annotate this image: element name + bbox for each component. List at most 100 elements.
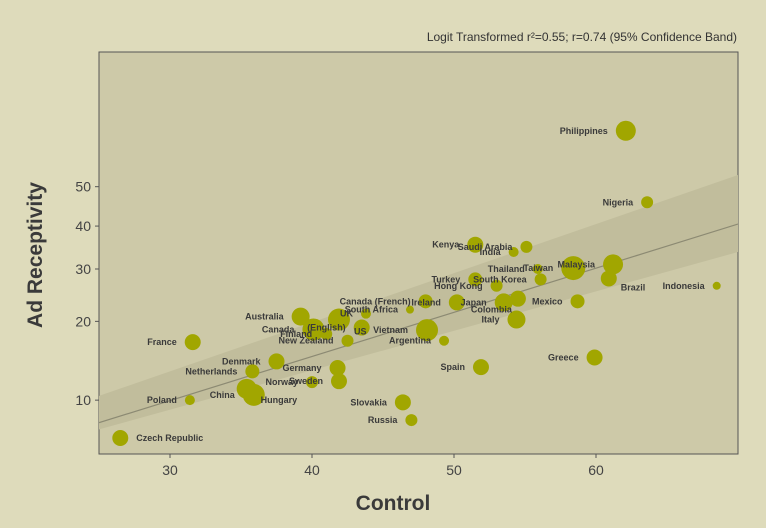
label-ireland: Ireland — [411, 297, 441, 307]
point-brazil — [600, 270, 617, 287]
point-kenya — [467, 236, 484, 253]
point-colombia — [509, 290, 526, 307]
label-turkey: Turkey — [431, 274, 460, 284]
point-poland — [184, 395, 195, 406]
label-finland: Finland — [280, 329, 312, 339]
point-czech-republic — [112, 429, 129, 446]
label-south-korea: South Korea — [473, 274, 527, 284]
label-netherlands: Netherlands — [185, 366, 237, 376]
label-taiwan: Taiwan — [523, 263, 553, 273]
point-china — [242, 383, 265, 406]
label-vietnam: Vietnam — [373, 325, 408, 335]
y-axis-ticks: 10 20 30 40 50 — [75, 179, 99, 408]
point-australia — [291, 307, 310, 326]
label-greece: Greece — [548, 353, 579, 363]
label-slovakia: Slovakia — [350, 397, 388, 407]
y-tick-label: 40 — [75, 218, 91, 234]
point-sweden — [330, 373, 347, 390]
label-kenya: Kenya — [432, 240, 460, 250]
point-greece — [586, 349, 603, 366]
label-india: India — [480, 247, 502, 257]
point-italy — [507, 310, 526, 329]
label-australia: Australia — [245, 312, 285, 322]
point-hong-kong — [490, 279, 503, 292]
point-denmark — [268, 353, 285, 370]
point-indonesia — [712, 281, 721, 290]
point-saudi-arabia — [520, 240, 533, 253]
label-czech-republic: Czech Republic — [136, 433, 203, 443]
y-tick-label: 20 — [75, 313, 91, 329]
x-tick-label: 40 — [304, 462, 320, 478]
label-canada: Canada — [262, 324, 296, 334]
chart-subtitle: Logit Transformed r²=0.55; r=0.74 (95% C… — [427, 30, 737, 44]
label-poland: Poland — [147, 395, 177, 405]
point-canada-french — [418, 294, 433, 309]
point-philippines — [615, 120, 636, 141]
label-us: US — [354, 327, 367, 337]
point-netherlands — [245, 364, 260, 379]
y-tick-label: 30 — [75, 261, 91, 277]
x-axis-ticks: 30 40 50 60 — [162, 454, 604, 478]
point-english — [353, 319, 370, 336]
label-france: France — [147, 337, 177, 347]
label-japan: Japan — [461, 297, 487, 307]
point-thailand — [532, 263, 543, 274]
label-hong-kong: Hong Kong — [434, 281, 483, 291]
plot-layer — [99, 120, 738, 446]
point-mexico — [570, 294, 585, 309]
x-tick-label: 30 — [162, 462, 178, 478]
point-slovakia — [394, 394, 411, 411]
point-ireland — [448, 294, 465, 311]
point-south-korea — [534, 273, 547, 286]
point-malaysia — [603, 254, 624, 275]
label-russia: Russia — [368, 415, 399, 425]
point-finland — [320, 327, 333, 340]
y-tick-label: 50 — [75, 179, 91, 195]
label-argentina: Argentina — [389, 336, 432, 346]
point-south-africa — [405, 305, 414, 314]
label-new-zealand: New Zealand — [278, 336, 333, 346]
point-uk — [360, 308, 371, 319]
label-nigeria: Nigeria — [603, 197, 635, 207]
point-us — [327, 308, 350, 331]
label-norway: Norway — [265, 377, 298, 387]
point-norway — [306, 376, 318, 389]
points-layer — [112, 120, 721, 446]
point-argentina — [439, 335, 450, 346]
label-italy: Italy — [481, 315, 499, 325]
point-spain — [472, 359, 489, 376]
label-hungary: Hungary — [261, 395, 298, 405]
label-philippines: Philippines — [560, 126, 608, 136]
point-india — [508, 246, 519, 257]
label-malaysia: Malaysia — [558, 259, 597, 269]
y-axis-title: Ad Receptivity — [24, 182, 47, 328]
label-colombia: Colombia — [471, 305, 513, 315]
label-denmark: Denmark — [222, 356, 262, 366]
label-germany: Germany — [283, 363, 322, 373]
point-germany — [329, 359, 346, 376]
label-brazil: Brazil — [621, 282, 646, 292]
confidence-band — [99, 175, 738, 430]
label-canada-french: Canada (French) — [340, 296, 411, 306]
point-taiwan — [561, 256, 586, 281]
label-indonesia: Indonesia — [663, 281, 706, 291]
point-japan — [494, 293, 513, 312]
point-canada — [302, 318, 325, 341]
label-uk: UK — [340, 309, 353, 319]
label-saudi-arabia: Saudi Arabia — [458, 242, 514, 252]
x-tick-label: 50 — [446, 462, 462, 478]
point-new-zealand — [341, 334, 354, 347]
x-axis-title: Control — [356, 492, 431, 515]
label-south-africa: South Africa — [345, 305, 399, 315]
point-nigeria — [641, 196, 654, 209]
label-mexico: Mexico — [532, 296, 563, 306]
point-russia — [405, 414, 418, 427]
label-china: China — [210, 390, 236, 400]
label-english: (English) — [307, 323, 346, 333]
y-tick-label: 10 — [75, 392, 91, 408]
label-sweden: Sweden — [289, 376, 323, 386]
x-tick-label: 60 — [588, 462, 604, 478]
point-turkey — [468, 272, 483, 287]
